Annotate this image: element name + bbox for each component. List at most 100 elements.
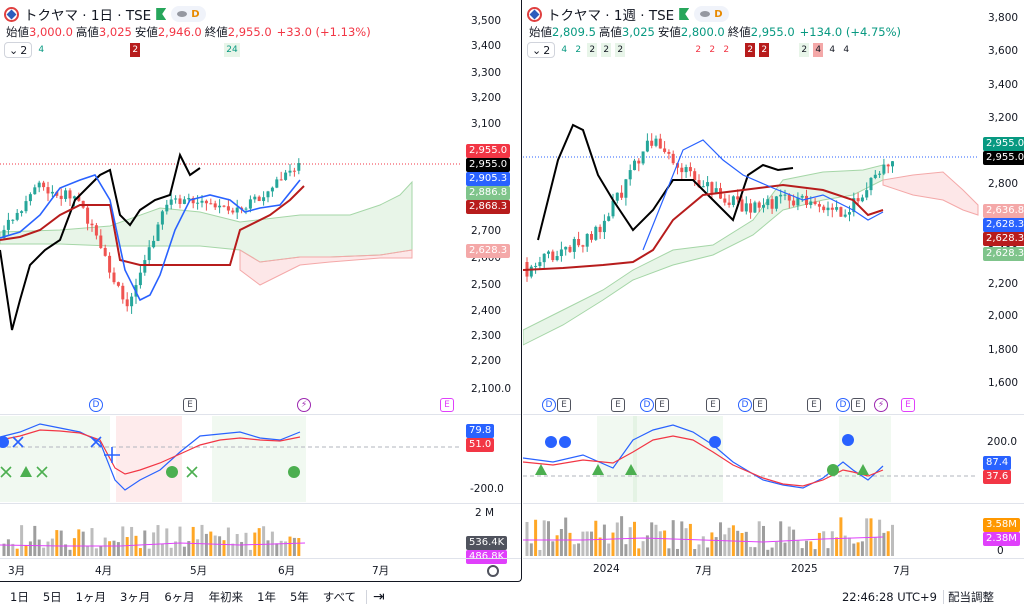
volume-bar xyxy=(762,525,765,556)
range-button[interactable]: すべて xyxy=(322,590,357,604)
studies-row: ⌄ 2 4 2 24 xyxy=(4,42,240,58)
candle-body xyxy=(882,164,886,174)
signal-marker xyxy=(0,466,12,478)
settings-gear-icon[interactable] xyxy=(487,565,499,577)
flag-icon[interactable] xyxy=(679,8,690,20)
signal-marker xyxy=(827,464,839,476)
corporate-event-icon[interactable]: D xyxy=(542,398,556,412)
volume-bar xyxy=(547,521,550,556)
volume-bar xyxy=(697,544,701,556)
range-button[interactable]: 年初来 xyxy=(208,590,244,604)
candle-body xyxy=(284,172,288,180)
ohlc-value: 2,955.0 xyxy=(227,25,272,39)
candle-body xyxy=(559,249,563,257)
flag-icon[interactable] xyxy=(156,8,167,20)
price-tick-label: 3,800 xyxy=(988,12,1019,24)
earnings-event-icon[interactable]: E xyxy=(183,398,197,412)
volume-bar xyxy=(852,543,856,556)
chart-pane-daily[interactable]: トクヤマ · 1日 · TSE D 始値3,000.0 高値3,025 安値2,94… xyxy=(0,0,522,582)
candle-body xyxy=(50,191,54,194)
corporate-event-icon[interactable]: E xyxy=(851,398,865,412)
study-tag: 2 xyxy=(759,43,770,57)
candle-body xyxy=(568,246,572,252)
volume-bar xyxy=(534,519,538,556)
visibility-pill[interactable]: D xyxy=(171,6,206,22)
range-button[interactable]: 5日 xyxy=(42,590,62,604)
candle-body xyxy=(891,161,894,167)
candle-body xyxy=(112,272,116,283)
candle-body xyxy=(288,170,292,173)
range-buttons: 1日 5日 1ヶ月 3ヶ月 6ヶ月 年初来 1年 5年 すべて xyxy=(0,589,360,605)
chart-canvas-weekly[interactable] xyxy=(523,0,1024,582)
volume-bar xyxy=(50,538,54,556)
range-button[interactable]: 6ヶ月 xyxy=(164,590,195,604)
candle-body xyxy=(736,196,740,200)
pane-divider[interactable] xyxy=(0,503,521,504)
candle-body xyxy=(2,229,6,238)
bottom-toolbar: 1日 5日 1ヶ月 3ヶ月 6ヶ月 年初来 1年 5年 すべて ⇥ 22:46:28 UTC+9… xyxy=(0,586,1024,608)
range-button[interactable]: 3ヶ月 xyxy=(119,590,151,604)
volume-bar xyxy=(72,538,76,556)
volume-bar xyxy=(262,526,266,556)
corporate-event-icon[interactable]: E xyxy=(706,398,720,412)
candle-body xyxy=(542,253,546,263)
study-tag: 2 xyxy=(130,43,141,57)
corporate-event-icon[interactable]: E xyxy=(753,398,767,412)
candle-body xyxy=(152,240,156,248)
date-range-icon[interactable]: ⇥ xyxy=(373,589,385,605)
price-tick-label: 3,400 xyxy=(471,40,502,52)
collapse-studies-button[interactable]: ⌄ 2 xyxy=(527,42,556,58)
visibility-pill[interactable]: D xyxy=(694,6,729,22)
adjust-dividends-button[interactable]: 配当調整 xyxy=(948,590,994,604)
volume-bar xyxy=(240,541,244,556)
candle-body xyxy=(297,163,301,171)
range-button[interactable]: 5年 xyxy=(289,590,309,604)
oscillator-zone xyxy=(839,416,891,502)
symbol-title[interactable]: トクヤマ · 1日 · TSE xyxy=(24,8,152,24)
candle-body xyxy=(275,179,279,188)
time-tick-label: 3月 xyxy=(8,565,26,577)
range-button[interactable]: 1年 xyxy=(257,590,276,604)
volume-bar xyxy=(226,527,230,556)
candle-body xyxy=(680,167,684,173)
price-label: 2,628.3 xyxy=(983,218,1024,232)
pane-divider[interactable] xyxy=(523,414,1024,415)
corporate-event-icon[interactable]: E xyxy=(655,398,669,412)
future-earnings-icon[interactable]: E xyxy=(440,398,454,412)
price-tick-label: 2,000 xyxy=(988,310,1019,322)
range-button[interactable]: 1ヶ月 xyxy=(75,590,106,604)
split-event-icon[interactable]: ⚡ xyxy=(297,398,311,412)
corporate-event-icon[interactable]: E xyxy=(807,398,821,412)
corporate-event-icon[interactable]: E xyxy=(611,398,625,412)
chart-canvas-daily[interactable] xyxy=(0,0,522,582)
pane-divider[interactable] xyxy=(523,503,1024,504)
pane-divider[interactable] xyxy=(0,414,521,415)
corporate-event-icon[interactable]: D xyxy=(738,398,752,412)
collapse-studies-button[interactable]: ⌄ 2 xyxy=(4,42,33,58)
candle-body xyxy=(688,167,692,172)
volume-bar xyxy=(684,528,688,556)
candle-body xyxy=(581,245,585,247)
candle-body xyxy=(191,197,195,204)
range-button[interactable]: 1日 xyxy=(10,590,29,604)
chart-pane-weekly[interactable]: トクヤマ · 1週 · TSE D 始値2,809.5 高値3,025 安値2,80… xyxy=(523,0,1024,582)
corporate-event-icon[interactable]: D xyxy=(836,398,850,412)
symbol-title[interactable]: トクヤマ · 1週 · TSE xyxy=(547,8,675,24)
corporate-event-icon[interactable]: E xyxy=(557,398,571,412)
corporate-event-icon[interactable]: D xyxy=(640,398,654,412)
corporate-event-icon[interactable]: ⚡ xyxy=(874,398,888,412)
price-label: 79.8 xyxy=(466,424,495,438)
volume-bar xyxy=(33,525,37,556)
price-tick-label: 2,700 xyxy=(471,225,502,237)
candle-body xyxy=(749,203,753,213)
dividend-event-icon[interactable]: D xyxy=(89,398,103,412)
volume-bar xyxy=(59,530,63,556)
corporate-event-icon[interactable]: E xyxy=(901,398,915,412)
volume-bar xyxy=(654,524,658,556)
clock[interactable]: 22:46:28 UTC+9 xyxy=(841,590,937,604)
volume-bar xyxy=(165,528,169,556)
data-badge: D xyxy=(714,8,723,20)
candle-body xyxy=(624,179,628,198)
candle-body xyxy=(130,296,134,307)
ohlc-key: 高値 xyxy=(75,25,99,39)
